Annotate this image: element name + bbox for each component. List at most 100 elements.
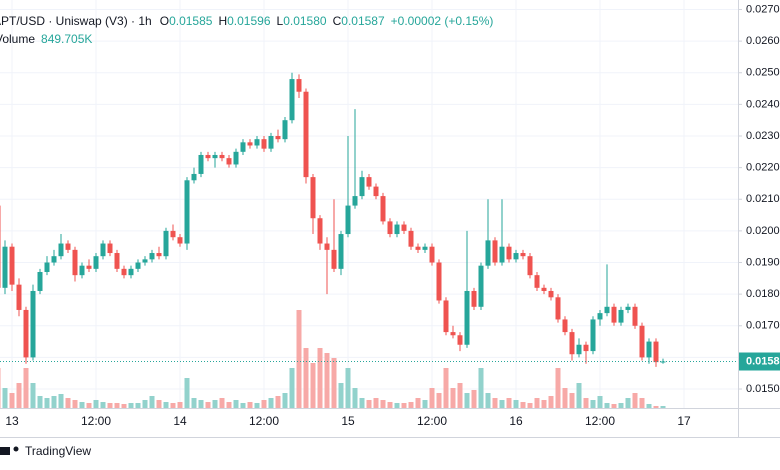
symbol-title: APT/USD · Uniswap (V3) · 1h <box>0 14 152 28</box>
volume-bar <box>506 398 512 408</box>
volume-bar <box>562 388 568 408</box>
candle-body <box>149 253 155 260</box>
volume-bar <box>303 348 309 408</box>
candle-body <box>653 341 659 363</box>
candle-body <box>72 249 78 276</box>
volume-bar <box>478 368 484 408</box>
candle-body <box>23 309 29 358</box>
candle-body <box>625 306 631 310</box>
y-tick-label: 0.0240 <box>746 98 780 110</box>
volume-bar <box>310 363 316 408</box>
candle-body <box>492 240 498 263</box>
candle-body <box>86 265 92 269</box>
y-tick-label: 0.0270 <box>746 3 780 15</box>
volume-bar <box>352 388 358 408</box>
volume-bar <box>177 402 183 408</box>
brand: TradingView <box>25 444 91 458</box>
volume-bar <box>618 403 624 408</box>
x-tick-label: 17 <box>677 414 691 428</box>
axes: 0.01500.01600.01700.01800.01900.02000.02… <box>5 3 780 428</box>
volume-bar <box>275 396 281 408</box>
candle-body <box>632 306 638 326</box>
brand-logo <box>0 446 19 455</box>
x-tick-label: 12:00 <box>417 414 447 428</box>
ohlc-key: O <box>160 14 169 28</box>
volume-bar <box>548 396 554 408</box>
x-tick-label: 12:00 <box>81 414 111 428</box>
y-tick-label: 0.0230 <box>746 130 780 142</box>
y-tick-label: 0.0210 <box>746 193 780 205</box>
x-tick-label: 12:00 <box>249 414 279 428</box>
volume-bar <box>534 398 540 408</box>
volume-bar <box>268 398 274 408</box>
y-tick-label: 0.0250 <box>746 67 780 79</box>
volume-bar <box>625 398 631 408</box>
candle-body <box>121 268 127 276</box>
volume-bar <box>331 358 337 408</box>
candle-body <box>478 265 484 307</box>
y-tick-label: 0.0150 <box>746 383 780 395</box>
candle-body <box>450 332 456 336</box>
volume-bar <box>373 398 379 408</box>
candle-body <box>128 268 134 276</box>
volume-bar <box>380 400 386 408</box>
volume-bar <box>359 398 365 408</box>
volume-bar <box>520 402 526 408</box>
candle-body <box>394 224 400 235</box>
candle-body <box>163 230 169 257</box>
volume-bar <box>142 400 148 408</box>
x-tick-label: 16 <box>509 414 523 428</box>
volume-bar <box>296 310 302 408</box>
volume-bar <box>639 398 645 408</box>
volume-bar <box>653 406 659 408</box>
volume-bar <box>128 403 134 408</box>
candle-body <box>198 154 204 174</box>
volume-bar <box>240 403 246 408</box>
candle-body <box>240 142 246 152</box>
header: APT/USD · Uniswap (V3) · 1h O0.01585 H0.01… <box>0 14 493 28</box>
candle-body <box>639 325 645 358</box>
volume-bar <box>604 403 610 408</box>
volume-bar <box>471 390 477 408</box>
ohlc-value: 0.01587 <box>341 14 385 28</box>
candle-body <box>107 243 113 254</box>
candle-body <box>436 262 442 301</box>
volume-bar <box>345 368 351 408</box>
volume-bar <box>2 388 8 408</box>
candle-body <box>114 253 120 269</box>
ohlc-key: L <box>277 14 284 28</box>
volume-bar <box>366 400 372 408</box>
candle-body <box>226 158 232 165</box>
volume-bar <box>485 393 491 408</box>
candle-body <box>443 300 449 333</box>
x-tick-label: 12:00 <box>585 414 615 428</box>
candle-body <box>247 142 253 146</box>
volume-bar <box>156 400 162 408</box>
volume-bar <box>289 368 295 408</box>
volume-bar <box>569 393 575 408</box>
volume-bar <box>135 403 141 408</box>
volume-bar <box>79 402 85 408</box>
candle-body <box>51 256 57 263</box>
candle-body <box>646 341 652 358</box>
candle-body <box>44 262 50 272</box>
candle-body <box>583 344 589 352</box>
candle-body <box>93 256 99 269</box>
last-price-label: 0.01587 <box>746 355 780 367</box>
volume-bar <box>198 400 204 408</box>
volume-name: Volume <box>0 32 35 46</box>
volume-bar <box>0 368 1 408</box>
candle-body <box>345 205 351 235</box>
volume-bar <box>9 393 15 408</box>
candle-body <box>562 319 568 333</box>
candle-body <box>296 79 302 92</box>
candle-body <box>569 332 575 355</box>
candle-body <box>219 154 225 159</box>
candle-body <box>282 120 288 140</box>
candle-body <box>464 290 470 345</box>
volume-bar <box>436 393 442 408</box>
volume-bar <box>513 400 519 408</box>
x-tick-label: 14 <box>173 414 187 428</box>
volume-bar <box>401 403 407 408</box>
